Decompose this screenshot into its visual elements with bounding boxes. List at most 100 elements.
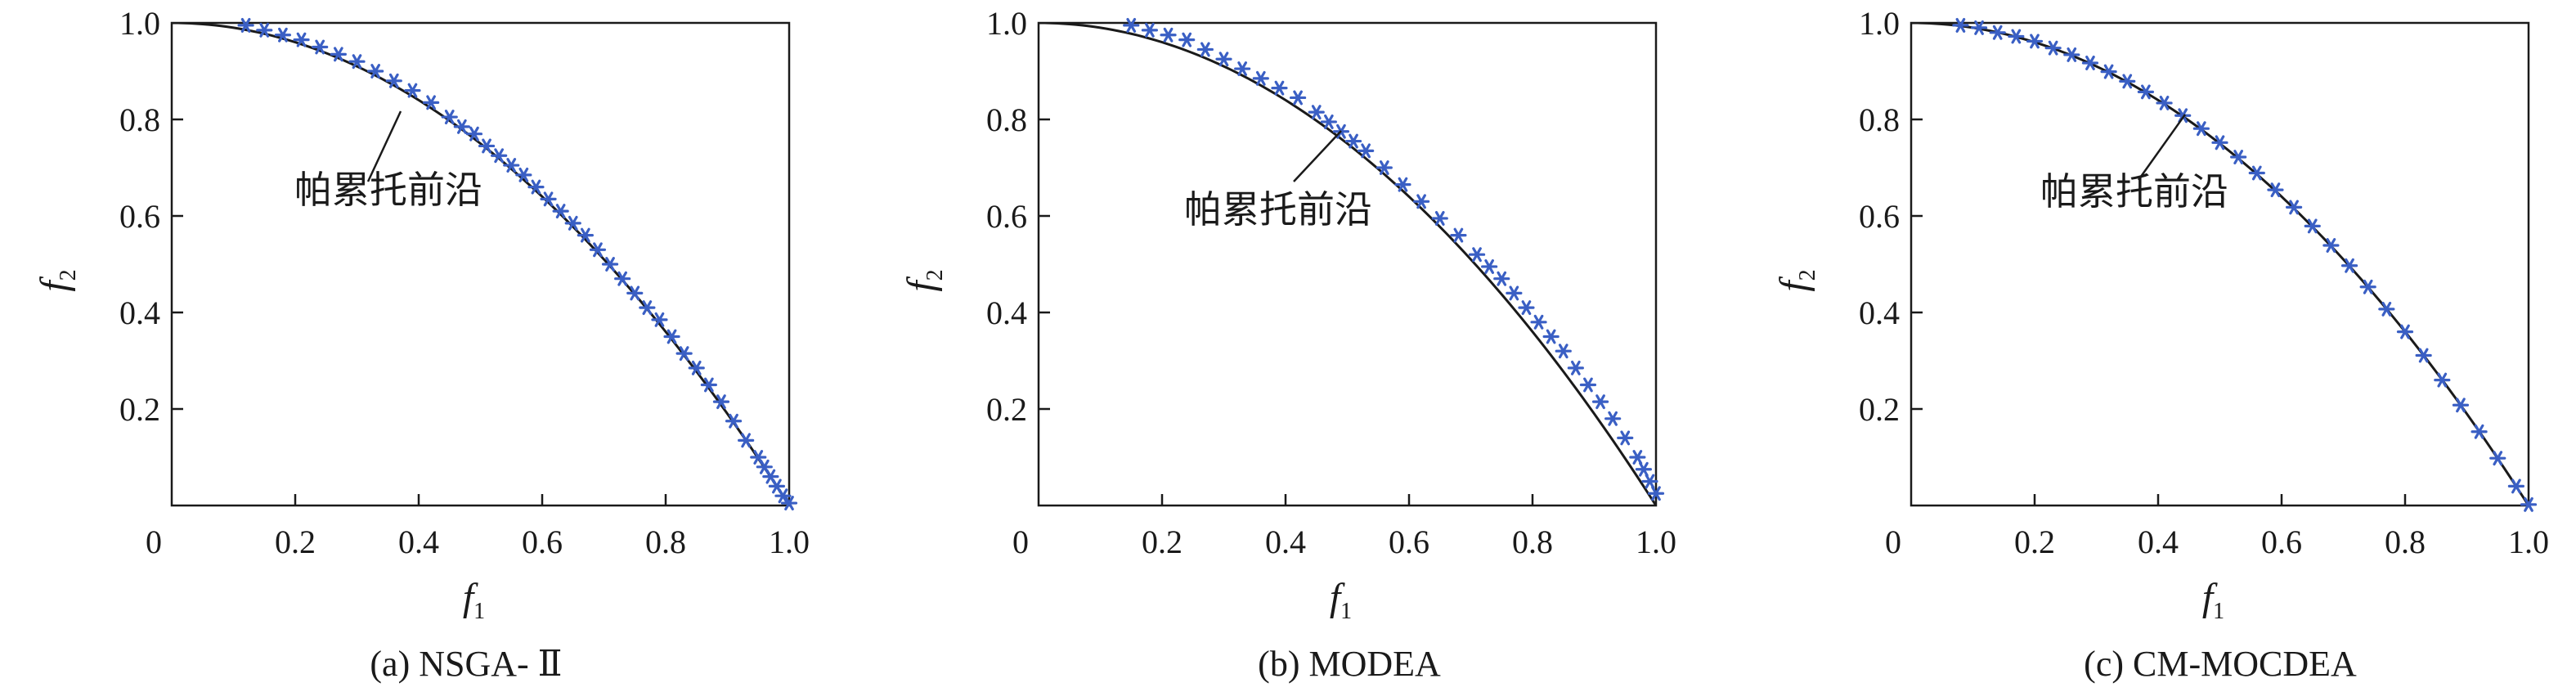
scatter-point xyxy=(2304,218,2321,234)
pareto-front-annotation: 帕累托前沿 xyxy=(294,168,482,212)
scatter-point xyxy=(1641,474,1658,489)
y-axis-label: f2 xyxy=(900,269,948,291)
scatter-point xyxy=(527,179,545,195)
scatter-point xyxy=(577,227,594,243)
scatter-point xyxy=(1308,105,1325,120)
x-tick-label: 0.4 xyxy=(1265,523,1306,560)
scatter-point xyxy=(2100,64,2117,79)
x-tick-label: 0.6 xyxy=(522,523,563,560)
x-tick-label: 0 xyxy=(1885,523,1901,560)
chart-panel-2: 0 0.2 0.4 0.6 0.8 1.0 0.2 0.4 0.6 0.8 1.0 f1 f2 帕累托前沿… xyxy=(900,5,1676,684)
scatter-point xyxy=(491,148,508,164)
scatter-point xyxy=(2378,301,2395,317)
x-tick-label: 0.2 xyxy=(275,523,316,560)
y-tick-label: 0.2 xyxy=(1859,391,1900,428)
scatter-point xyxy=(2044,40,2062,56)
scatter-point xyxy=(2434,372,2451,388)
plot-frame xyxy=(1037,21,1658,507)
scatter-point xyxy=(453,119,470,134)
scatter-point xyxy=(564,215,581,231)
scatter-point xyxy=(2359,279,2376,294)
scatter-point xyxy=(2026,34,2044,49)
scatter-point xyxy=(780,496,798,511)
scatter-point xyxy=(712,394,730,410)
scatter-point xyxy=(614,271,631,286)
y-tick-label: 0.6 xyxy=(986,198,1027,235)
scatter-point xyxy=(503,158,520,173)
scatter-point xyxy=(540,191,557,207)
x-tick-label: 0.8 xyxy=(1512,523,1553,560)
chart-panel-3: 0 0.2 0.4 0.6 0.8 1.0 0.2 0.4 0.6 0.8 1.0 f1 f2 帕累托前沿… xyxy=(1772,5,2549,684)
scatter-point xyxy=(1123,17,1140,33)
scatter-point xyxy=(1989,25,2006,40)
scatter-point xyxy=(1567,360,1584,375)
x-tick-label: 1.0 xyxy=(769,523,810,560)
scatter-point xyxy=(2322,238,2340,253)
scatter-point xyxy=(2489,451,2506,466)
annotation-leader-line xyxy=(2137,114,2187,181)
x-tick-label: 0 xyxy=(1012,523,1029,560)
scatter-point xyxy=(1394,177,1411,192)
scatter-point xyxy=(1468,247,1486,263)
scatter-point xyxy=(756,459,773,474)
y-tick-label: 0.4 xyxy=(1859,294,1900,331)
x-tick-label: 0.6 xyxy=(1389,523,1429,560)
x-tick-label: 0.6 xyxy=(2261,523,2302,560)
scatter-point xyxy=(2137,84,2154,100)
plot-frame xyxy=(1910,21,2530,507)
scatter-point xyxy=(422,95,440,110)
scatter-point xyxy=(293,32,310,47)
scatter-point xyxy=(552,204,569,219)
scatter-point xyxy=(601,257,619,272)
chart-panel-1: 0 0.2 0.4 0.6 0.8 1.0 0.2 0.4 0.6 0.8 1.0 f1 f2 帕累托前沿… xyxy=(33,5,810,684)
chart-caption: (c) CM-MOCDEA xyxy=(2084,644,2357,684)
x-tick-label: 0.4 xyxy=(2138,523,2179,560)
scatter-point xyxy=(1555,344,1572,359)
pareto-front-annotation: 帕累托前沿 xyxy=(1184,187,1372,231)
y-tick-label: 0.2 xyxy=(986,391,1027,428)
scatter-point xyxy=(2452,398,2470,413)
scatter-point xyxy=(2267,182,2284,198)
x-axis-label: f1 xyxy=(2202,576,2224,624)
y-tick-label: 0.6 xyxy=(1859,198,1900,235)
scatter-point xyxy=(1629,450,1646,465)
scatter-point xyxy=(2415,348,2432,363)
annotation-leader-line xyxy=(366,110,402,182)
pareto-front-curve xyxy=(1911,23,2529,506)
scatter-series xyxy=(1952,17,2538,512)
x-axis-label-subscript: 1 xyxy=(473,599,485,624)
y-tick-label: 0.4 xyxy=(986,294,1027,331)
scatter-point xyxy=(2063,47,2080,62)
y-axis-label: f2 xyxy=(1772,269,1820,291)
scatter-point xyxy=(762,469,779,484)
scatter-point xyxy=(639,300,656,316)
scatter-point xyxy=(626,285,644,301)
scatter-point xyxy=(237,17,254,33)
scatter-point xyxy=(2230,150,2247,164)
chart-caption: (b) MODEA xyxy=(1258,644,1441,684)
scatter-point xyxy=(2396,324,2414,339)
x-axis-label-subscript: 1 xyxy=(1340,599,1352,624)
scatter-point xyxy=(1481,258,1498,274)
scatter-point xyxy=(1635,461,1653,477)
scatter-point xyxy=(1160,27,1177,43)
scatter-point xyxy=(2008,29,2025,44)
scatter-point xyxy=(725,413,743,429)
scatter-point xyxy=(2119,74,2136,89)
scatter-point xyxy=(1518,300,1535,316)
scatter-point xyxy=(1970,20,1988,35)
scatter-point xyxy=(675,346,693,362)
y-axis-label-subscript: 2 xyxy=(56,269,81,281)
y-axis-label-subscript: 2 xyxy=(922,269,948,281)
scatter-point xyxy=(515,167,532,182)
y-tick-label: 0.4 xyxy=(119,294,160,331)
scatter-point xyxy=(2507,479,2524,494)
scatter-point xyxy=(1141,22,1159,38)
scatter-point xyxy=(1617,430,1634,446)
scatter-point xyxy=(2340,258,2358,273)
scatter-point xyxy=(2520,497,2538,512)
scatter-point xyxy=(441,110,458,125)
scatter-point xyxy=(1579,377,1597,393)
x-axis-label: f1 xyxy=(1330,576,1352,624)
